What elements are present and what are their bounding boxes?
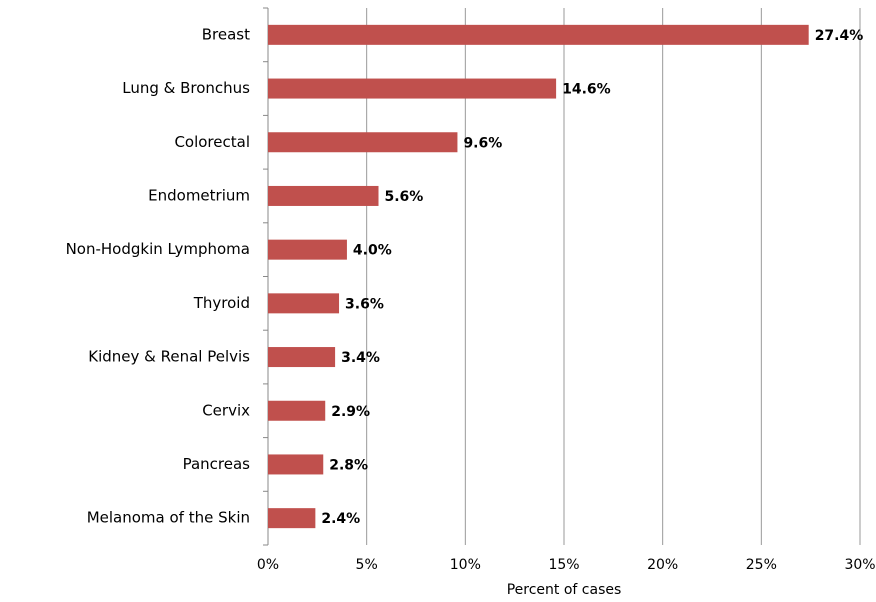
x-tick-label: 25% xyxy=(746,557,777,573)
bar xyxy=(268,78,557,99)
bar xyxy=(268,347,336,368)
y-tick-label: Breast xyxy=(202,25,250,43)
value-label: 14.6% xyxy=(562,82,611,98)
bar xyxy=(268,293,340,314)
value-label: 5.6% xyxy=(385,189,424,205)
y-tick-label: Non-Hodgkin Lymphoma xyxy=(66,240,250,258)
value-label: 4.0% xyxy=(353,243,392,259)
x-tick-label: 15% xyxy=(548,557,579,573)
value-label: 9.6% xyxy=(463,135,502,151)
bar xyxy=(268,185,379,206)
x-tick-label: 10% xyxy=(450,557,481,573)
x-tick-label: 30% xyxy=(844,557,875,573)
x-tick-label: 5% xyxy=(356,557,378,573)
value-label: 3.6% xyxy=(345,296,384,312)
y-tick-label: Endometrium xyxy=(148,186,250,204)
value-label: 2.8% xyxy=(329,457,368,473)
bar xyxy=(268,132,458,153)
x-tick-label: 0% xyxy=(257,557,279,573)
value-label: 2.4% xyxy=(321,511,360,527)
bar xyxy=(268,508,316,529)
y-tick-label: Kidney & Renal Pelvis xyxy=(88,348,250,366)
x-axis-label: Percent of cases xyxy=(507,582,622,598)
bar xyxy=(268,400,326,421)
y-tick-label: Colorectal xyxy=(174,133,250,151)
bar xyxy=(268,239,347,260)
x-tick-label: 20% xyxy=(647,557,678,573)
value-label: 2.9% xyxy=(331,404,370,420)
y-tick-label: Thyroid xyxy=(193,294,250,312)
value-label: 27.4% xyxy=(815,28,864,44)
bar xyxy=(268,24,809,45)
y-tick-label: Melanoma of the Skin xyxy=(87,509,250,527)
value-label: 3.4% xyxy=(341,350,380,366)
y-tick-label: Cervix xyxy=(202,401,250,419)
bar xyxy=(268,454,324,475)
y-tick-label: Lung & Bronchus xyxy=(122,79,250,97)
y-tick-label: Pancreas xyxy=(183,455,251,473)
